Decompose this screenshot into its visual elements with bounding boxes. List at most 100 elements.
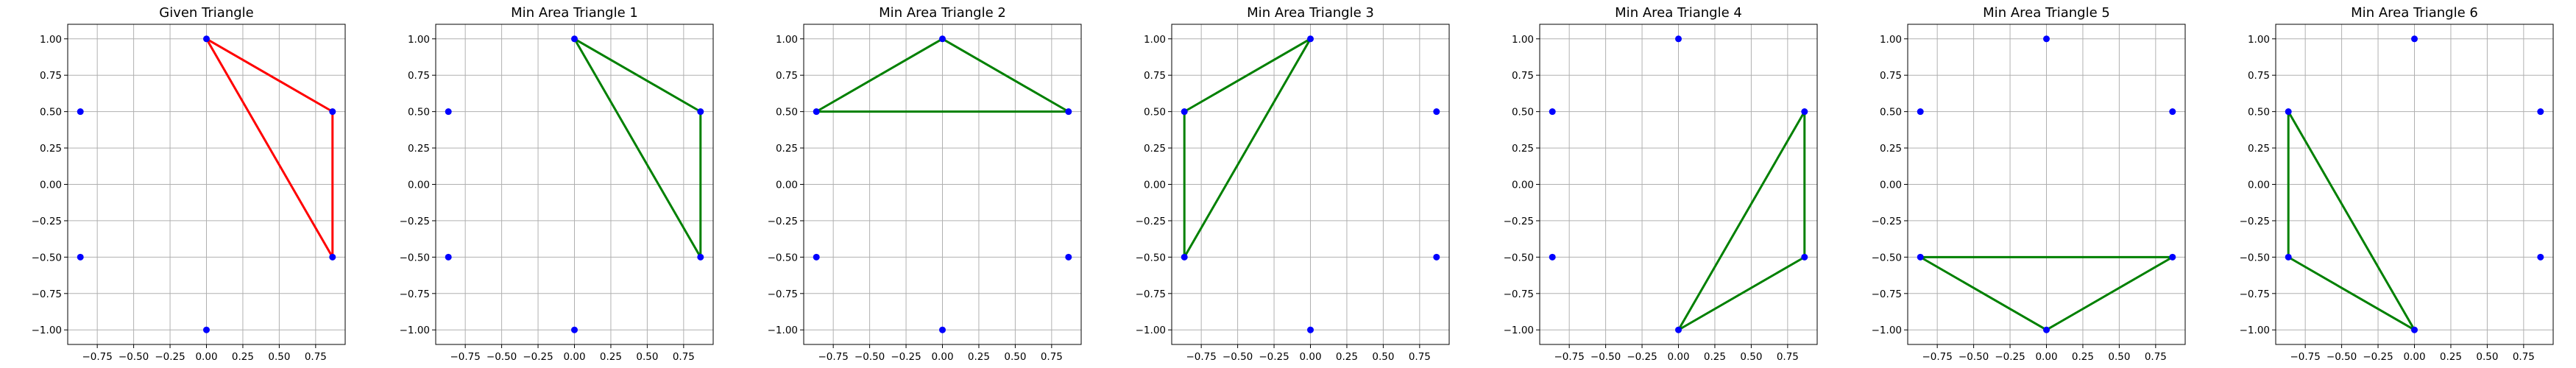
x-tick-label: 0.00 <box>563 351 585 363</box>
data-point <box>1307 35 1314 43</box>
y-tick-label: −0.50 <box>1504 252 1534 263</box>
data-point <box>1801 108 1808 116</box>
x-tick-label: −0.25 <box>1995 351 2025 363</box>
y-tick-label: 1.00 <box>1880 34 1902 46</box>
data-point <box>1307 326 1314 333</box>
subplot-6: Min Area Triangle 5 −0.75 −0.50 −0.25 0.00 0.… <box>1872 5 2186 363</box>
x-tick-label: 0.00 <box>2035 351 2057 363</box>
axes-frame <box>67 24 346 345</box>
data-point <box>1181 108 1188 116</box>
y-tick-label: −1.00 <box>768 325 798 336</box>
x-tick-label: 0.50 <box>268 351 290 363</box>
y-tick-label: 1.00 <box>1144 34 1166 46</box>
triangle-outline <box>1919 255 2174 331</box>
subplot-3: Min Area Triangle 2 −0.75 −0.50 −0.25 0.00 0.… <box>768 5 1082 363</box>
x-tick-label: −0.50 <box>1222 351 1253 363</box>
y-tick-label: −0.50 <box>768 252 798 263</box>
data-point <box>813 108 820 116</box>
x-tick-label: 0.00 <box>195 351 217 363</box>
data-point <box>2169 253 2176 261</box>
y-tick-label: 1.00 <box>408 34 430 46</box>
x-tick-label: 0.00 <box>1299 351 1321 363</box>
y-tick-label: 0.00 <box>1512 180 1534 191</box>
x-tick-label: −0.25 <box>1627 351 1657 363</box>
triangle-outline <box>1677 110 1806 331</box>
triangle-outline <box>815 38 1070 113</box>
triangle-outline <box>205 38 334 258</box>
x-tick-label: −0.25 <box>891 351 921 363</box>
x-tick-label: 0.50 <box>636 351 658 363</box>
y-tick-label: 0.00 <box>408 180 430 191</box>
data-point <box>571 326 578 333</box>
y-tick-label: −0.75 <box>1136 289 1166 300</box>
x-tick-label: 0.25 <box>600 351 622 363</box>
x-tick-label: −0.75 <box>1554 351 1584 363</box>
data-point <box>1433 253 1440 261</box>
x-tick-label: 0.25 <box>968 351 990 363</box>
x-tick-label: −0.25 <box>523 351 553 363</box>
data-point <box>1675 35 1682 43</box>
data-point <box>1801 253 1808 261</box>
x-tick-label: 0.00 <box>1667 351 1689 363</box>
x-tick-label: 0.00 <box>931 351 953 363</box>
data-point <box>203 326 210 333</box>
data-point <box>2537 108 2544 116</box>
axes-frame <box>803 24 1082 345</box>
y-tick-label: 1.00 <box>1512 34 1534 46</box>
subplot-title: Min Area Triangle 5 <box>1983 5 2110 21</box>
y-tick-label: 0.75 <box>1512 70 1534 82</box>
x-tick-label: −0.50 <box>2326 351 2357 363</box>
data-point <box>1675 326 1682 333</box>
y-tick-label: 0.00 <box>2248 180 2270 191</box>
y-tick-label: −0.25 <box>1136 216 1166 227</box>
y-tick-label: −1.00 <box>2240 325 2270 336</box>
data-point <box>2169 108 2176 116</box>
subplot-title: Min Area Triangle 4 <box>1615 5 1742 21</box>
data-point <box>1917 253 1924 261</box>
data-point <box>1181 253 1188 261</box>
y-tick-label: 0.50 <box>1144 107 1166 118</box>
data-point <box>1549 253 1556 261</box>
x-tick-label: 0.50 <box>2108 351 2130 363</box>
y-tick-label: 1.00 <box>776 34 798 46</box>
y-tick-label: −0.50 <box>1872 252 1902 263</box>
subplot-title: Min Area Triangle 6 <box>2351 5 2478 21</box>
y-tick-label: −0.25 <box>768 216 798 227</box>
x-tick-label: 0.25 <box>2440 351 2462 363</box>
data-point <box>1065 253 1072 261</box>
triangle-outline <box>573 38 702 258</box>
y-tick-label: −0.75 <box>768 289 798 300</box>
data-point <box>571 35 578 43</box>
y-tick-label: 0.50 <box>1880 107 1902 118</box>
data-point <box>329 108 336 116</box>
axes-frame <box>1907 24 2186 345</box>
x-tick-label: −0.50 <box>1590 351 1621 363</box>
x-tick-label: −0.75 <box>2290 351 2320 363</box>
x-tick-label: 0.75 <box>1041 351 1063 363</box>
y-tick-label: −0.50 <box>400 252 430 263</box>
y-tick-label: −0.50 <box>2240 252 2270 263</box>
data-point <box>445 108 452 116</box>
y-tick-label: 0.25 <box>1880 143 1902 155</box>
x-tick-label: 0.00 <box>2403 351 2425 363</box>
y-tick-label: 0.25 <box>776 143 798 155</box>
data-point <box>77 108 84 116</box>
subplot-title: Min Area Triangle 2 <box>879 5 1006 21</box>
y-tick-label: −0.75 <box>32 289 62 300</box>
triangle-outline <box>1183 38 1312 258</box>
y-tick-label: −0.25 <box>1504 216 1534 227</box>
x-tick-label: 0.50 <box>2476 351 2498 363</box>
y-tick-label: 0.00 <box>1144 180 1166 191</box>
y-tick-label: 1.00 <box>2248 34 2270 46</box>
x-tick-label: 0.25 <box>1336 351 1358 363</box>
x-tick-label: −0.50 <box>1958 351 1989 363</box>
data-point <box>2411 35 2418 43</box>
subplot-title: Given Triangle <box>159 5 254 21</box>
data-point <box>2285 253 2292 261</box>
x-tick-label: −0.25 <box>155 351 185 363</box>
subplot-7: Min Area Triangle 6 −0.75 −0.50 −0.25 0.00 0.… <box>2240 5 2554 363</box>
y-tick-label: 0.75 <box>2248 70 2270 82</box>
x-tick-label: 0.50 <box>1740 351 1762 363</box>
subplot-title: Min Area Triangle 3 <box>1247 5 1374 21</box>
